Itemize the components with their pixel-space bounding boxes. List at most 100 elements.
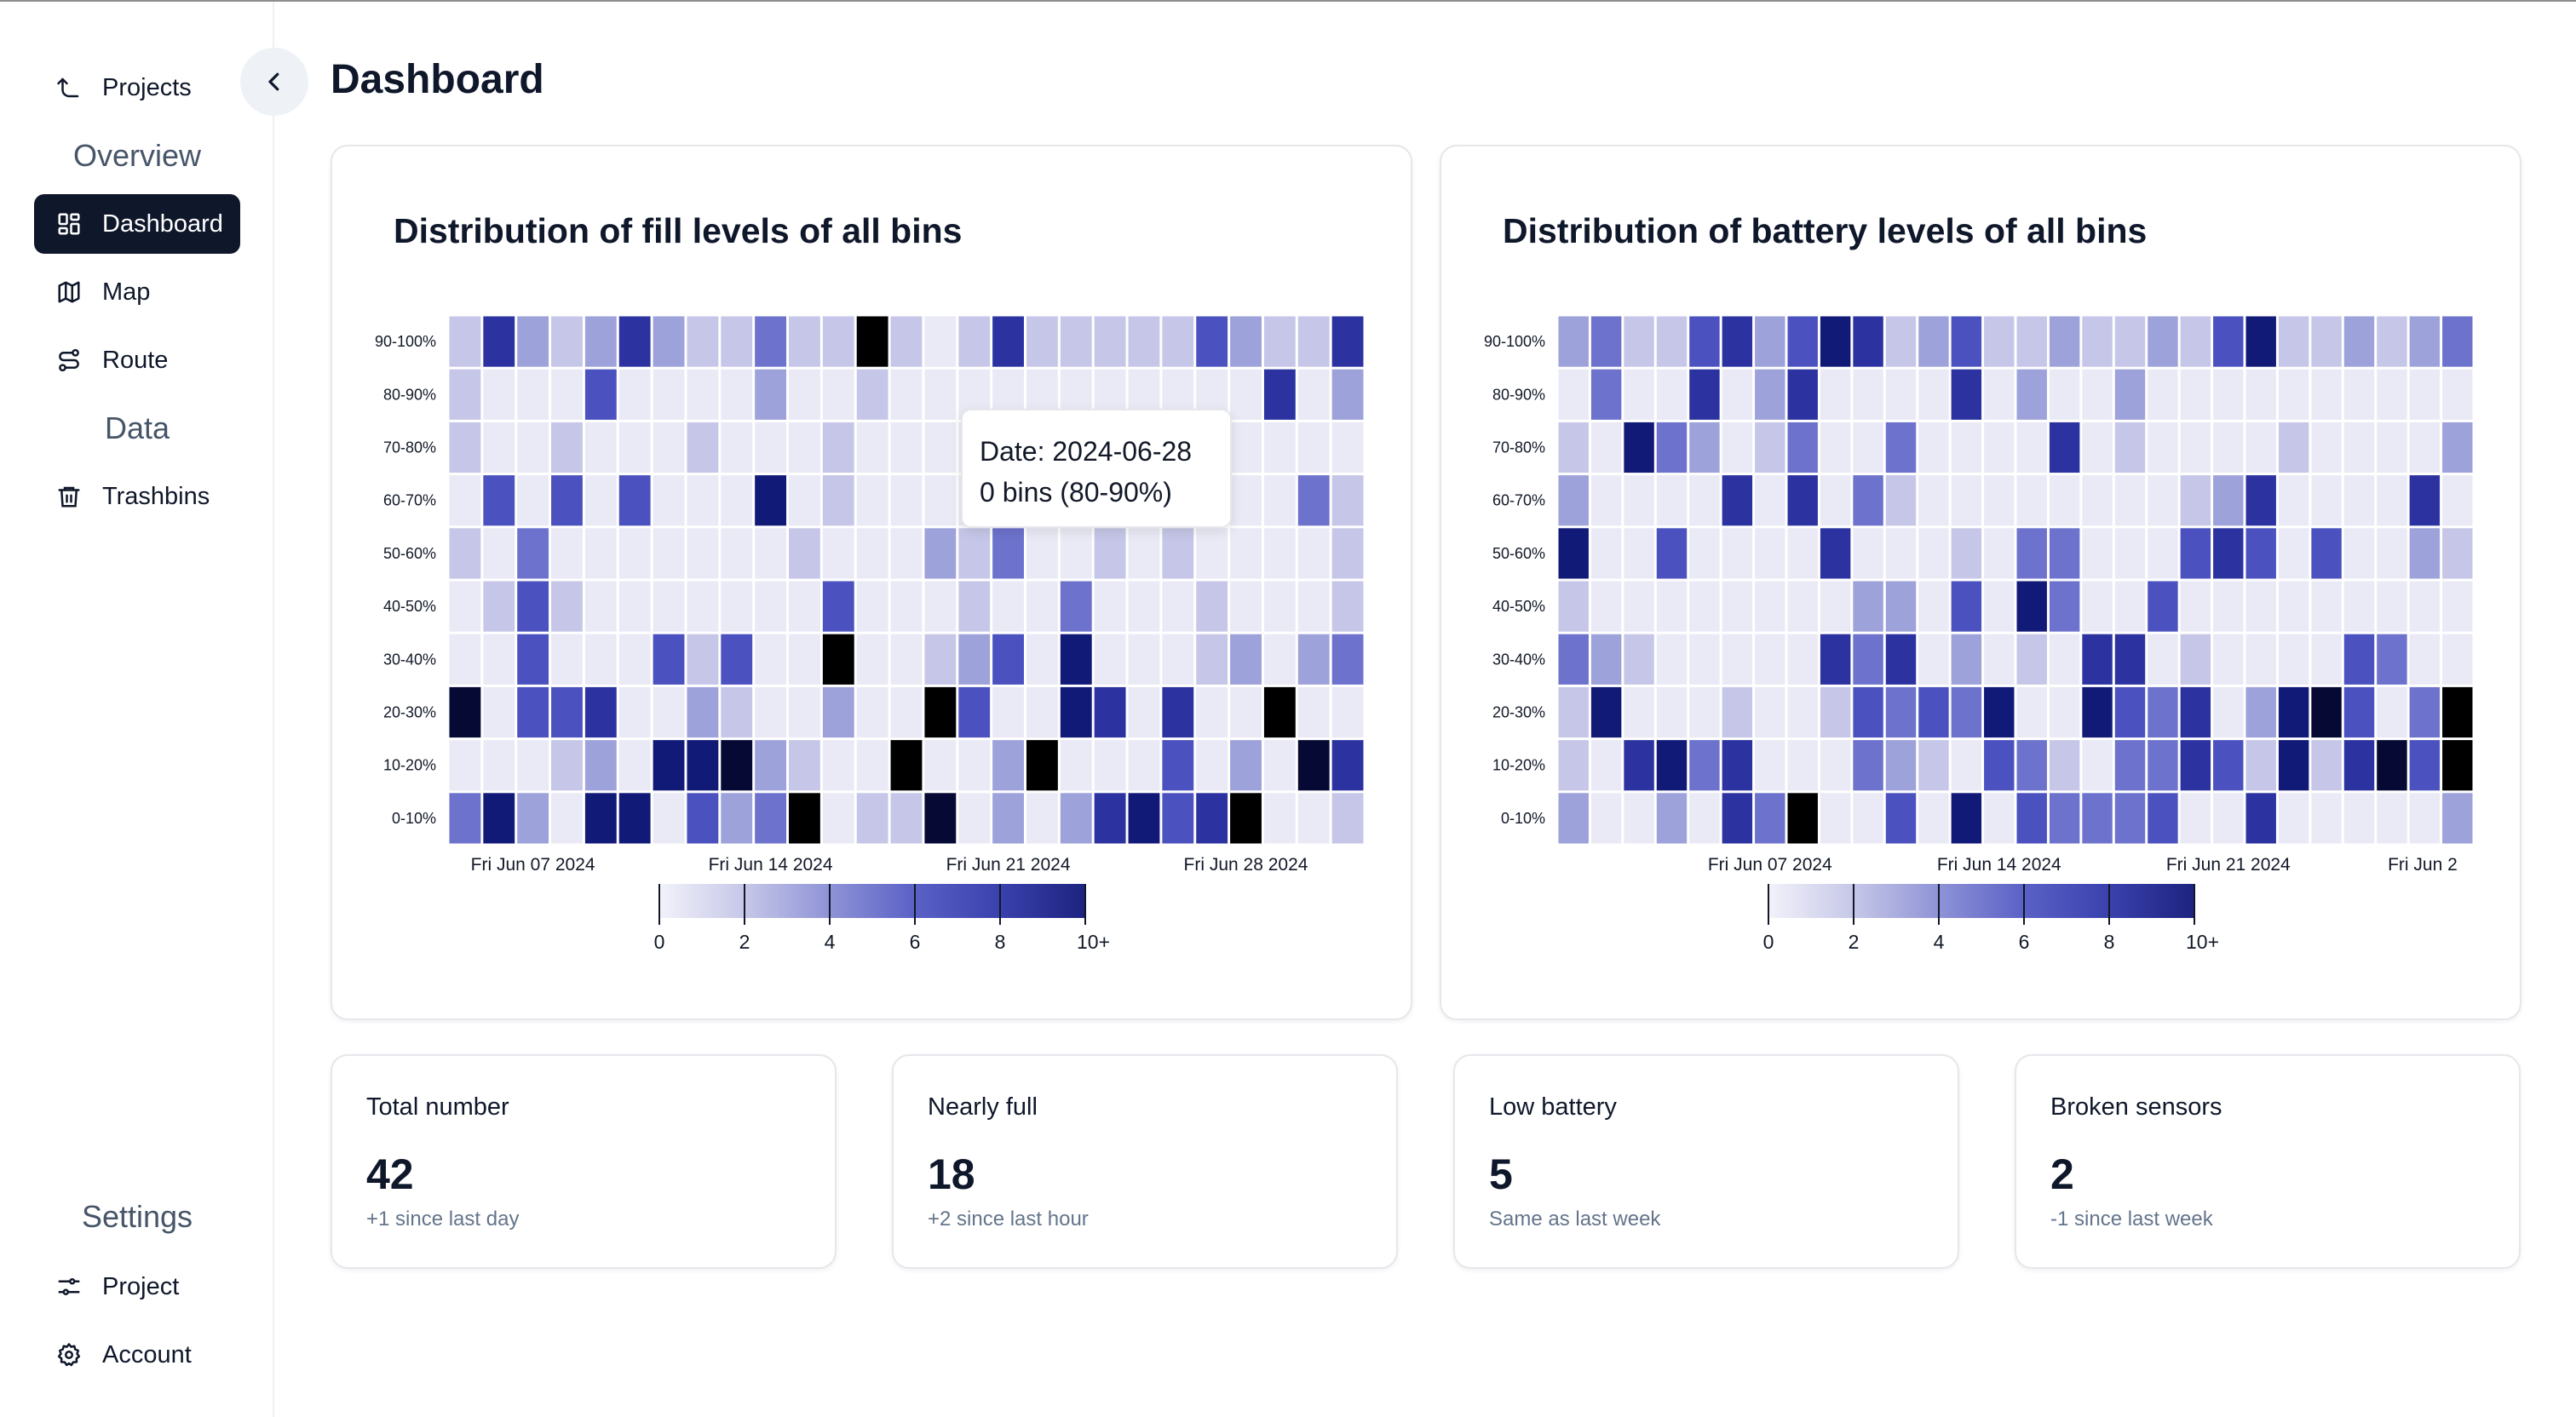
heatmap-cell[interactable] bbox=[2148, 528, 2178, 579]
heatmap-cell[interactable] bbox=[618, 369, 651, 420]
heatmap-cell[interactable] bbox=[2442, 316, 2473, 367]
heatmap-cell[interactable] bbox=[1722, 422, 1753, 473]
heatmap-cell[interactable] bbox=[1558, 740, 1589, 791]
heatmap-cell[interactable] bbox=[483, 475, 515, 526]
heatmap-cell[interactable] bbox=[584, 422, 617, 473]
heatmap-cell[interactable] bbox=[483, 740, 515, 791]
heatmap-cell[interactable] bbox=[2213, 793, 2244, 844]
heatmap-cell[interactable] bbox=[721, 793, 753, 844]
heatmap-cell[interactable] bbox=[1853, 634, 1883, 685]
heatmap-cell[interactable] bbox=[1128, 581, 1160, 632]
heatmap-cell[interactable] bbox=[1297, 581, 1330, 632]
heatmap-cell[interactable] bbox=[1263, 369, 1296, 420]
heatmap-cell[interactable] bbox=[2278, 475, 2309, 526]
heatmap-cell[interactable] bbox=[1951, 740, 1982, 791]
heatmap-cell[interactable] bbox=[517, 422, 549, 473]
heatmap-cell[interactable] bbox=[1196, 528, 1228, 579]
heatmap-cell[interactable] bbox=[856, 422, 888, 473]
heatmap-cell[interactable] bbox=[1722, 528, 1753, 579]
heatmap-cell[interactable] bbox=[2049, 528, 2080, 579]
heatmap-cell[interactable] bbox=[551, 686, 583, 738]
heatmap-cell[interactable] bbox=[1196, 686, 1228, 738]
heatmap-cell[interactable] bbox=[789, 686, 820, 738]
heatmap-cell[interactable] bbox=[653, 316, 685, 367]
heatmap-cell[interactable] bbox=[755, 369, 787, 420]
heatmap-cell[interactable] bbox=[856, 634, 888, 685]
heatmap-cell[interactable] bbox=[1787, 475, 1818, 526]
heatmap-cell[interactable] bbox=[1984, 740, 2015, 791]
heatmap-cell[interactable] bbox=[2016, 686, 2047, 738]
heatmap-cell[interactable] bbox=[1162, 686, 1194, 738]
heatmap-cell[interactable] bbox=[2114, 581, 2146, 632]
heatmap-cell[interactable] bbox=[890, 528, 923, 579]
heatmap-cell[interactable] bbox=[1263, 581, 1296, 632]
heatmap-cell[interactable] bbox=[1297, 316, 1330, 367]
heatmap-cell[interactable] bbox=[890, 369, 923, 420]
heatmap-cell[interactable] bbox=[1094, 528, 1126, 579]
heatmap-cell[interactable] bbox=[2442, 528, 2473, 579]
heatmap-cell[interactable] bbox=[2311, 369, 2342, 420]
heatmap-cell[interactable] bbox=[1853, 475, 1883, 526]
heatmap-cell[interactable] bbox=[992, 316, 1024, 367]
heatmap-cell[interactable] bbox=[1918, 793, 1949, 844]
heatmap-cell[interactable] bbox=[1094, 793, 1126, 844]
heatmap-cell[interactable] bbox=[2278, 369, 2309, 420]
heatmap-cell[interactable] bbox=[1755, 793, 1785, 844]
heatmap-cell[interactable] bbox=[1656, 793, 1688, 844]
heatmap-cell[interactable] bbox=[1590, 793, 1622, 844]
heatmap-cell[interactable] bbox=[822, 793, 854, 844]
heatmap-cell[interactable] bbox=[958, 793, 991, 844]
heatmap-cell[interactable] bbox=[584, 686, 617, 738]
heatmap-cell[interactable] bbox=[890, 634, 923, 685]
heatmap-cell[interactable] bbox=[789, 793, 820, 844]
heatmap-cell[interactable] bbox=[2016, 528, 2047, 579]
heatmap-cell[interactable] bbox=[2016, 634, 2047, 685]
heatmap-cell[interactable] bbox=[1558, 634, 1589, 685]
heatmap-cell[interactable] bbox=[890, 686, 923, 738]
heatmap-cell[interactable] bbox=[1787, 740, 1818, 791]
heatmap-cell[interactable] bbox=[449, 686, 481, 738]
heatmap-cell[interactable] bbox=[822, 316, 854, 367]
heatmap-cell[interactable] bbox=[1689, 740, 1720, 791]
heatmap-cell[interactable] bbox=[1722, 316, 1753, 367]
heatmap-cell[interactable] bbox=[856, 793, 888, 844]
heatmap-cell[interactable] bbox=[2377, 316, 2407, 367]
heatmap-cell[interactable] bbox=[2213, 475, 2244, 526]
heatmap-cell[interactable] bbox=[924, 793, 957, 844]
heatmap-cell[interactable] bbox=[2213, 422, 2244, 473]
back-to-projects-link[interactable]: Projects bbox=[34, 58, 240, 118]
heatmap-cell[interactable] bbox=[1230, 634, 1262, 685]
heatmap-cell[interactable] bbox=[1656, 369, 1688, 420]
heatmap-cell[interactable] bbox=[1951, 422, 1982, 473]
heatmap-cell[interactable] bbox=[1951, 581, 1982, 632]
heatmap-cell[interactable] bbox=[721, 528, 753, 579]
heatmap-cell[interactable] bbox=[992, 793, 1024, 844]
heatmap-cell[interactable] bbox=[517, 528, 549, 579]
heatmap-cell[interactable] bbox=[1331, 369, 1364, 420]
heatmap-cell[interactable] bbox=[517, 316, 549, 367]
heatmap-cell[interactable] bbox=[890, 475, 923, 526]
heatmap-cell[interactable] bbox=[1060, 740, 1092, 791]
heatmap-cell[interactable] bbox=[924, 740, 957, 791]
heatmap-cell[interactable] bbox=[618, 793, 651, 844]
heatmap-cell[interactable] bbox=[2180, 581, 2211, 632]
heatmap-cell[interactable] bbox=[1689, 686, 1720, 738]
heatmap-cell[interactable] bbox=[449, 581, 481, 632]
heatmap-cell[interactable] bbox=[2343, 793, 2375, 844]
heatmap-cell[interactable] bbox=[1820, 634, 1851, 685]
heatmap-cell[interactable] bbox=[1162, 316, 1194, 367]
heatmap-cell[interactable] bbox=[1885, 369, 1917, 420]
heatmap-cell[interactable] bbox=[551, 740, 583, 791]
heatmap-cell[interactable] bbox=[1820, 316, 1851, 367]
heatmap-cell[interactable] bbox=[1787, 581, 1818, 632]
heatmap-cell[interactable] bbox=[551, 422, 583, 473]
heatmap-cell[interactable] bbox=[1918, 422, 1949, 473]
heatmap-cell[interactable] bbox=[1656, 422, 1688, 473]
heatmap-cell[interactable] bbox=[1951, 369, 1982, 420]
heatmap-cell[interactable] bbox=[1558, 581, 1589, 632]
heatmap-cell[interactable] bbox=[1558, 422, 1589, 473]
heatmap-cell[interactable] bbox=[2377, 740, 2407, 791]
heatmap-cell[interactable] bbox=[1230, 528, 1262, 579]
heatmap-cell[interactable] bbox=[653, 634, 685, 685]
heatmap-cell[interactable] bbox=[1853, 793, 1883, 844]
